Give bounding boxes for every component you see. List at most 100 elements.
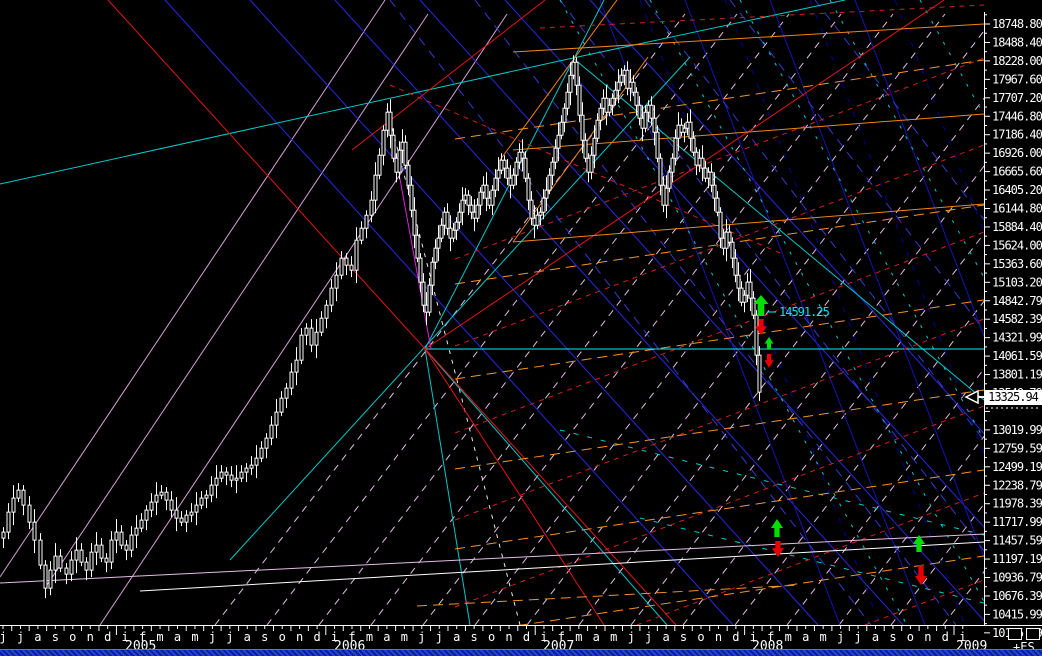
svg-text:d: d <box>732 630 739 644</box>
svg-text:s: s <box>52 630 59 644</box>
svg-text:m: m <box>610 630 617 644</box>
svg-text:a: a <box>174 630 181 644</box>
price-axis-labels: 18748.80 18488.40 18228.00 17967.60 17707.20… <box>984 14 1042 640</box>
svg-text:d: d <box>104 630 111 644</box>
svg-text:i: i <box>331 630 338 644</box>
svg-text:16926.00: 16926.00 <box>992 146 1042 160</box>
svg-text:15103.20: 15103.20 <box>992 275 1042 289</box>
svg-text:a: a <box>383 630 390 644</box>
svg-text:j: j <box>436 630 443 644</box>
svg-text:j: j <box>209 630 216 644</box>
svg-text:17707.20: 17707.20 <box>992 91 1042 105</box>
signal-arrows <box>753 295 927 585</box>
svg-text:11197.19: 11197.19 <box>992 552 1042 566</box>
svg-text:s: s <box>680 630 687 644</box>
svg-text:15884.40: 15884.40 <box>992 220 1042 234</box>
svg-text:f: f <box>139 630 146 644</box>
gann-overlay-lines <box>0 0 984 626</box>
svg-text:18748.80: 18748.80 <box>992 17 1042 31</box>
svg-text:a: a <box>244 630 251 644</box>
svg-text:n: n <box>715 630 722 644</box>
svg-text:10676.39: 10676.39 <box>992 589 1042 603</box>
svg-text:12238.79: 12238.79 <box>992 478 1042 492</box>
svg-text:12759.59: 12759.59 <box>992 441 1042 455</box>
svg-text:m: m <box>575 630 582 644</box>
svg-text:j: j <box>226 630 233 644</box>
svg-text:17186.40: 17186.40 <box>992 128 1042 142</box>
svg-text:f: f <box>558 630 565 644</box>
svg-text:a: a <box>872 630 879 644</box>
svg-text:14061.59: 14061.59 <box>992 349 1042 363</box>
svg-text:o: o <box>279 630 286 644</box>
svg-text:11978.39: 11978.39 <box>992 497 1042 511</box>
svg-text:a: a <box>802 630 809 644</box>
pivot-price-label: 14591.25 <box>779 305 830 319</box>
svg-text:13019.99: 13019.99 <box>992 423 1042 437</box>
svg-text:16144.80: 16144.80 <box>992 202 1042 216</box>
svg-text:14582.39: 14582.39 <box>992 312 1042 326</box>
svg-text:o: o <box>907 630 914 644</box>
svg-text:j: j <box>0 630 7 644</box>
svg-text:16665.60: 16665.60 <box>992 165 1042 179</box>
svg-text:d: d <box>313 630 320 644</box>
svg-text:j: j <box>418 630 425 644</box>
svg-text:m: m <box>401 630 408 644</box>
svg-text:14842.79: 14842.79 <box>992 294 1042 308</box>
svg-text:o: o <box>697 630 704 644</box>
svg-text:j: j <box>837 630 844 644</box>
mouse-cursor-arrow <box>960 388 986 410</box>
svg-text:j: j <box>645 630 652 644</box>
svg-text:n: n <box>505 630 512 644</box>
svg-text:i: i <box>750 630 757 644</box>
svg-text:o: o <box>488 630 495 644</box>
svg-text:11717.99: 11717.99 <box>992 515 1042 529</box>
svg-text:j: j <box>854 630 861 644</box>
svg-text:i: i <box>122 630 129 644</box>
svg-text:i: i <box>959 630 966 644</box>
axis-button-left[interactable] <box>1008 628 1022 640</box>
svg-text:m: m <box>156 630 163 644</box>
horizontal-scrollbar[interactable] <box>0 649 1042 656</box>
svg-text:i: i <box>540 630 547 644</box>
svg-text:a: a <box>593 630 600 644</box>
svg-text:16405.20: 16405.20 <box>992 183 1042 197</box>
svg-text:m: m <box>191 630 198 644</box>
svg-text:o: o <box>69 630 76 644</box>
svg-text:15363.60: 15363.60 <box>992 257 1042 271</box>
svg-text:f: f <box>767 630 774 644</box>
svg-text:d: d <box>942 630 949 644</box>
svg-text:13801.19: 13801.19 <box>992 368 1042 382</box>
svg-text:f: f <box>348 630 355 644</box>
svg-text:m: m <box>785 630 792 644</box>
svg-text:14321.99: 14321.99 <box>992 331 1042 345</box>
svg-text:a: a <box>34 630 41 644</box>
svg-text:n: n <box>924 630 931 644</box>
svg-text:n: n <box>87 630 94 644</box>
svg-text:15624.00: 15624.00 <box>992 238 1042 252</box>
svg-text:d: d <box>523 630 530 644</box>
svg-text:s: s <box>889 630 896 644</box>
svg-text:18228.00: 18228.00 <box>992 54 1042 68</box>
svg-text:j: j <box>17 630 24 644</box>
svg-text:10415.99: 10415.99 <box>992 607 1042 621</box>
svg-text:n: n <box>296 630 303 644</box>
svg-text:12499.19: 12499.19 <box>992 460 1042 474</box>
svg-text:17967.60: 17967.60 <box>992 72 1042 86</box>
candlestick-series <box>1 55 762 599</box>
svg-text:s: s <box>261 630 268 644</box>
axis-button-right[interactable] <box>1026 628 1040 640</box>
svg-text:s: s <box>471 630 478 644</box>
last-price-box: 13325.94 <box>984 390 1042 405</box>
svg-text:11457.59: 11457.59 <box>992 534 1042 548</box>
svg-text:18488.40: 18488.40 <box>992 35 1042 49</box>
svg-text:17446.80: 17446.80 <box>992 109 1042 123</box>
svg-text:m: m <box>820 630 827 644</box>
svg-text:10936.79: 10936.79 <box>992 571 1042 585</box>
svg-text:a: a <box>662 630 669 644</box>
svg-text:a: a <box>453 630 460 644</box>
svg-text:m: m <box>366 630 373 644</box>
svg-text:j: j <box>628 630 635 644</box>
